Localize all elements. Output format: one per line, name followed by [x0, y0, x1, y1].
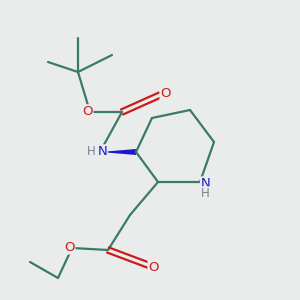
Polygon shape	[100, 149, 136, 155]
Text: O: O	[160, 87, 171, 100]
Text: N: N	[200, 177, 210, 190]
Text: N: N	[98, 145, 107, 158]
Text: O: O	[82, 105, 93, 118]
Text: O: O	[64, 241, 75, 254]
Text: O: O	[148, 261, 159, 274]
Text: H: H	[87, 145, 95, 158]
Text: H: H	[201, 187, 210, 200]
